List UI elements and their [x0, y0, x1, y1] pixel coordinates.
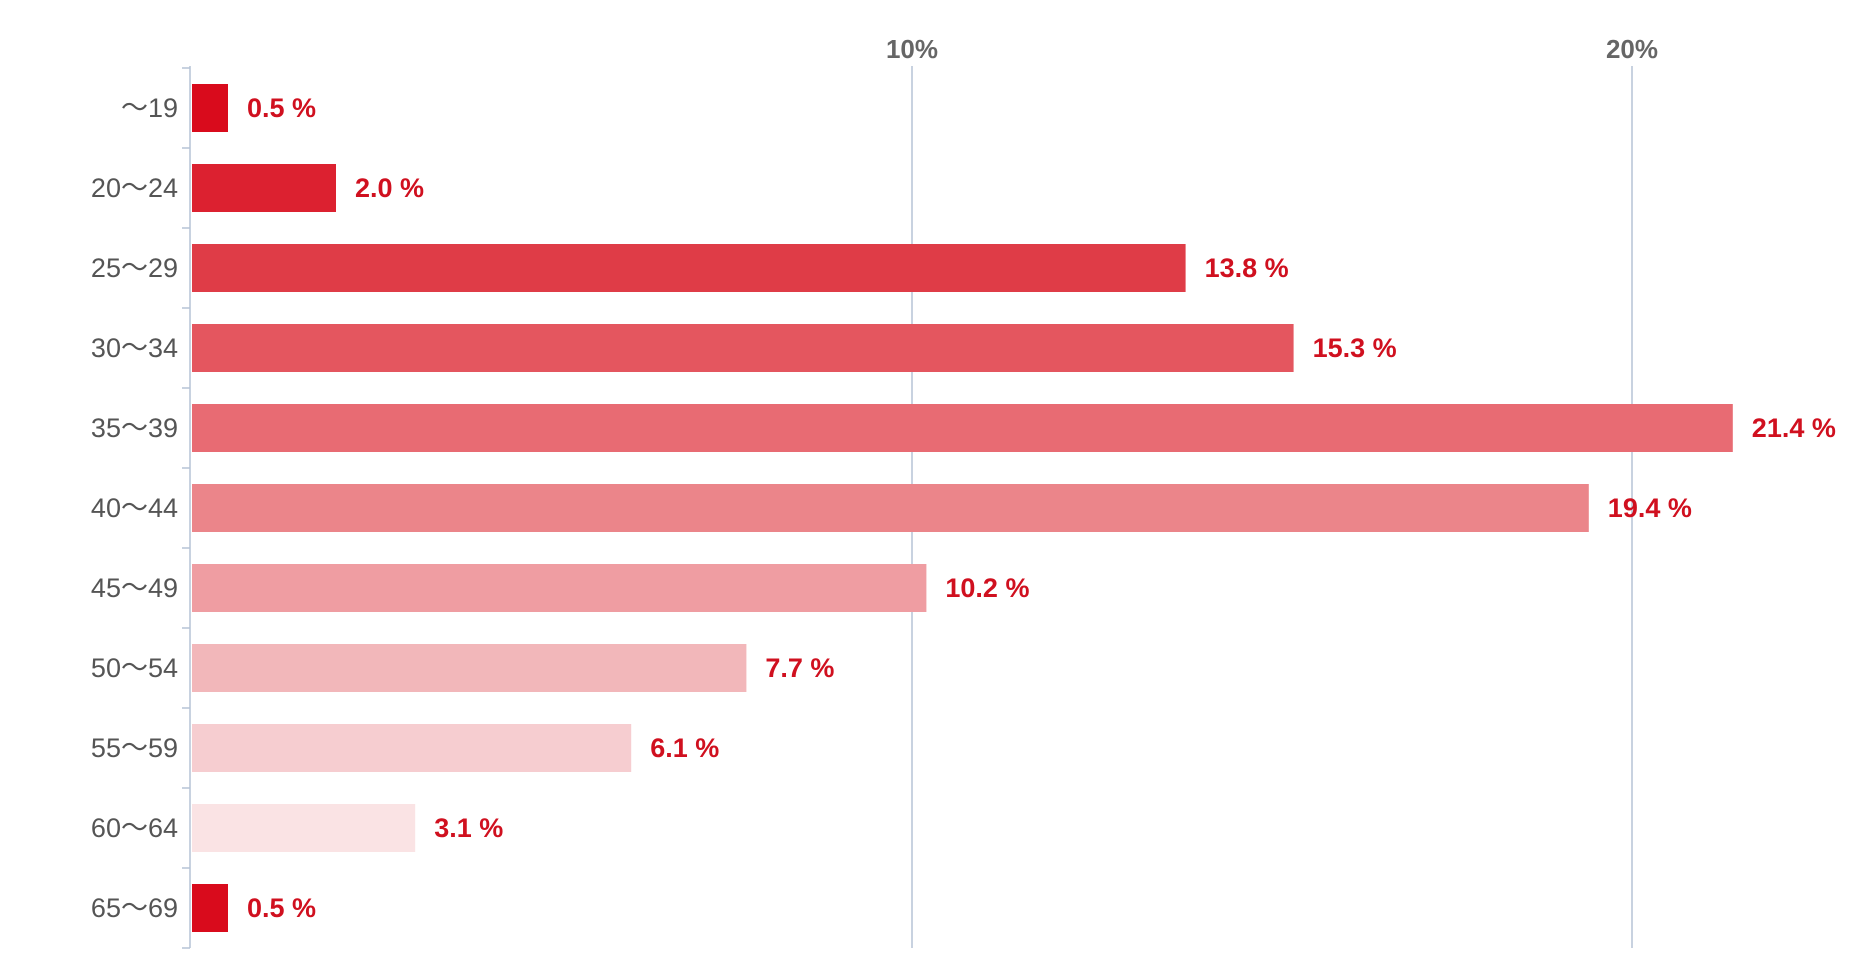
category-label: 45～49 — [91, 573, 178, 603]
category-label: 40～44 — [91, 493, 178, 523]
y-axis — [182, 66, 191, 949]
category-label: 50～54 — [91, 653, 178, 683]
bar — [192, 484, 1589, 532]
category-label: ～19 — [121, 93, 178, 123]
bar — [192, 84, 228, 132]
labels: 10% 20% ～19 0.5 % 20～24 2.0 % 25～29 13.8 % 30～34… — [91, 34, 1836, 923]
bar — [192, 884, 228, 932]
value-label: 3.1 % — [434, 813, 503, 843]
value-label: 6.1 % — [650, 733, 719, 763]
value-label: 21.4 % — [1752, 413, 1836, 443]
value-label: 13.8 % — [1205, 253, 1289, 283]
category-label: 55～59 — [91, 733, 178, 763]
category-label: 25～29 — [91, 253, 178, 283]
value-label: 0.5 % — [247, 893, 316, 923]
x-tick-label: 20% — [1606, 34, 1658, 64]
category-label: 60～64 — [91, 813, 178, 843]
bar — [192, 644, 747, 692]
bars — [192, 84, 1733, 932]
value-label: 0.5 % — [247, 93, 316, 123]
value-label: 2.0 % — [355, 173, 424, 203]
bar — [192, 164, 336, 212]
bar — [192, 244, 1186, 292]
category-label: 20～24 — [91, 173, 178, 203]
value-label: 7.7 % — [765, 653, 834, 683]
value-label: 19.4 % — [1608, 493, 1692, 523]
bar — [192, 804, 416, 852]
x-tick-label: 10% — [886, 34, 938, 64]
bar — [192, 324, 1294, 372]
category-label: 65～69 — [91, 893, 178, 923]
value-label: 15.3 % — [1313, 333, 1397, 363]
value-label: 10.2 % — [945, 573, 1029, 603]
bar — [192, 724, 632, 772]
bar — [192, 404, 1733, 452]
bar — [192, 564, 927, 612]
category-label: 30～34 — [91, 333, 178, 363]
category-label: 35～39 — [91, 413, 178, 443]
